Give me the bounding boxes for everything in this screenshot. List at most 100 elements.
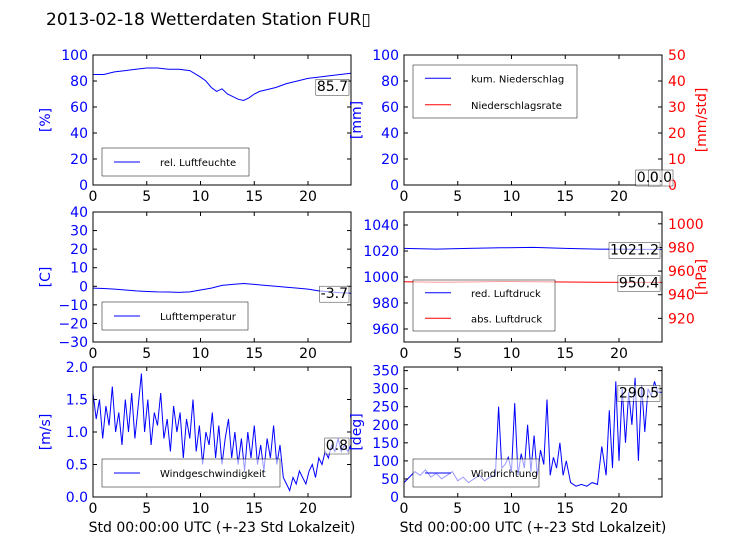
y-tick-label-temperature: −20 xyxy=(58,316,88,332)
last-value-label-pressure-1: 950.4 xyxy=(619,275,659,291)
x-tick-label-wind_speed: 10 xyxy=(192,501,210,517)
x-tick-label-precip: 0 xyxy=(400,189,409,205)
y-tick-label-temperature: 40 xyxy=(70,205,88,221)
y2-tick-label-precip: 20 xyxy=(668,126,686,142)
y-tick-label-temperature: −10 xyxy=(58,298,88,314)
y-tick-label-temperature: 20 xyxy=(70,242,88,258)
last-value-box-precip-1 xyxy=(648,169,674,187)
legend-box-pressure xyxy=(412,279,556,332)
last-value-label-pressure-0: 1021.2 xyxy=(610,242,659,258)
x-tick-label-humidity: 20 xyxy=(299,189,317,205)
y2-tick-label-precip: 40 xyxy=(668,74,686,90)
y-tick-label-humidity: 100 xyxy=(61,48,88,64)
y-tick-label-humidity: 80 xyxy=(70,74,88,90)
x-tick-label-temperature: 20 xyxy=(299,346,317,362)
y-tick-label-wind_speed: 1.0 xyxy=(66,425,88,441)
x-tick-label-temperature: 0 xyxy=(89,346,98,362)
y-tick-label-pressure: 1040 xyxy=(363,218,399,234)
panel-wind_speed: 0 5 10 15 20 0.0 0.5 1.0 1.5 2.0 [m/s] Std 00:00:00… xyxy=(38,360,355,536)
y-tick-label-precip: 100 xyxy=(372,48,399,64)
legend-label-wind_speed-0: Windgeschwindigkeit xyxy=(160,469,266,480)
legend-label-wind_dir-0: Windrichtung xyxy=(471,469,538,480)
figure-title: 2013-02-18 Wetterdaten Station FUR▯ xyxy=(46,10,371,30)
y-tick-label-wind_dir: 150 xyxy=(372,436,399,452)
y-tick-label-precip: 20 xyxy=(381,152,399,168)
y-tick-label-pressure: 1000 xyxy=(363,270,399,286)
y-tick-label-humidity: 0 xyxy=(79,178,88,194)
last-value-label-precip-1: 0.0 xyxy=(650,170,672,186)
legend-label-temperature-0: Lufttemperatur xyxy=(160,312,237,323)
y-tick-label-wind_dir: 300 xyxy=(372,382,399,398)
y-tick-label-temperature: 10 xyxy=(70,261,88,277)
axes-frame-temperature xyxy=(92,211,352,343)
last-value-box-temperature-0 xyxy=(319,285,350,303)
legend-label-humidity-0: rel. Luftfeuchte xyxy=(160,158,236,169)
y-tick-label-precip: 0 xyxy=(390,178,399,194)
y-tick-label-pressure: 960 xyxy=(372,322,399,338)
x-tick-label-wind_dir: 10 xyxy=(503,501,521,517)
x-axis-label-wind_dir: Std 00:00:00 UTC (+-23 Std Lokalzeit) xyxy=(400,520,667,536)
y2-tick-label-pressure: 1000 xyxy=(668,217,704,233)
x-tick-label-wind_dir: 0 xyxy=(400,501,409,517)
y2-tick-label-pressure: 980 xyxy=(668,240,695,256)
y-tick-label-precip: 60 xyxy=(381,100,399,116)
x-tick-label-wind_speed: 5 xyxy=(142,501,151,517)
y-axis-label-wind_dir: [deg] xyxy=(349,413,365,450)
y-tick-label-wind_speed: 0.5 xyxy=(66,458,88,474)
y2-axis-label-precip: [mm/std] xyxy=(694,88,710,153)
panel-pressure: 0 5 10 15 20 960 980 1000 1020 1040 920 940 960 980 10… xyxy=(363,211,710,362)
y2-axis-label-pressure: [hPa] xyxy=(694,259,710,295)
y-axis-label-wind_speed: [m/s] xyxy=(38,414,54,451)
y-tick-label-wind_dir: 350 xyxy=(372,364,399,380)
axes-frame-humidity xyxy=(92,54,352,186)
y-tick-label-humidity: 40 xyxy=(70,126,88,142)
x-tick-label-pressure: 5 xyxy=(453,346,462,362)
y-tick-label-precip: 80 xyxy=(381,74,399,90)
y-tick-label-wind_dir: 0 xyxy=(390,490,399,506)
x-tick-label-wind_speed: 15 xyxy=(245,501,263,517)
y-axis-label-humidity: [%] xyxy=(38,108,54,132)
x-tick-label-wind_speed: 0 xyxy=(89,501,98,517)
x-tick-label-wind_dir: 20 xyxy=(610,501,628,517)
last-value-label-humidity-0: 85.7 xyxy=(317,79,348,95)
x-tick-label-precip: 5 xyxy=(453,189,462,205)
x-tick-label-humidity: 0 xyxy=(89,189,98,205)
y-axis-label-precip: [mm] xyxy=(349,101,365,139)
y-tick-label-pressure: 1020 xyxy=(363,244,399,260)
y-tick-label-precip: 40 xyxy=(381,126,399,142)
y2-tick-label-precip: 30 xyxy=(668,100,686,116)
x-tick-label-temperature: 10 xyxy=(192,346,210,362)
legend-label-precip-0: kum. Niederschlag xyxy=(471,74,564,85)
y2-tick-label-precip: 50 xyxy=(668,48,686,64)
panel-humidity: 0 5 10 15 20 0 20 40 60 80 100 [%] rel. Luftfeuchte 8… xyxy=(38,48,352,205)
x-tick-label-precip: 20 xyxy=(610,189,628,205)
panel-precip: 0510152002040608010001020304050[mm][mm/s… xyxy=(349,48,710,205)
y-tick-label-wind_dir: 250 xyxy=(372,400,399,416)
y2-tick-label-pressure: 940 xyxy=(668,288,695,304)
y2-tick-label-precip: 10 xyxy=(668,152,686,168)
x-tick-label-pressure: 15 xyxy=(556,346,574,362)
last-value-box-pressure-1 xyxy=(617,275,661,292)
y-tick-label-temperature: −30 xyxy=(58,335,88,351)
x-tick-label-precip: 15 xyxy=(556,189,574,205)
axes-frame-wind_dir xyxy=(403,366,663,498)
y-tick-label-wind_dir: 50 xyxy=(381,472,399,488)
axes-frame-precip xyxy=(403,54,663,186)
last-value-box-humidity-0 xyxy=(315,78,350,96)
y-tick-label-pressure: 980 xyxy=(372,296,399,312)
series-line-temperature-0 xyxy=(93,282,351,294)
y-tick-label-wind_speed: 0.0 xyxy=(66,490,88,506)
y-tick-label-wind_dir: 100 xyxy=(372,454,399,470)
last-value-box-wind_speed-0 xyxy=(324,437,350,455)
y-axis-label-temperature: [C] xyxy=(38,267,54,288)
legend-label-pressure-1: abs. Luftdruck xyxy=(471,314,542,325)
x-tick-label-humidity: 10 xyxy=(192,189,210,205)
y-tick-label-humidity: 60 xyxy=(70,100,88,116)
y-tick-label-wind_speed: 1.5 xyxy=(66,393,88,409)
x-axis-label-wind_speed: Std 00:00:00 UTC (+-23 Std Lokalzeit) xyxy=(89,520,356,536)
panel-temperature: 0 5 10 15 20 −30 −20 −10 0 10 20 30 40 [C] Lufttempera… xyxy=(38,205,352,362)
last-value-box-pressure-0 xyxy=(608,242,661,259)
x-tick-label-wind_dir: 15 xyxy=(556,501,574,517)
